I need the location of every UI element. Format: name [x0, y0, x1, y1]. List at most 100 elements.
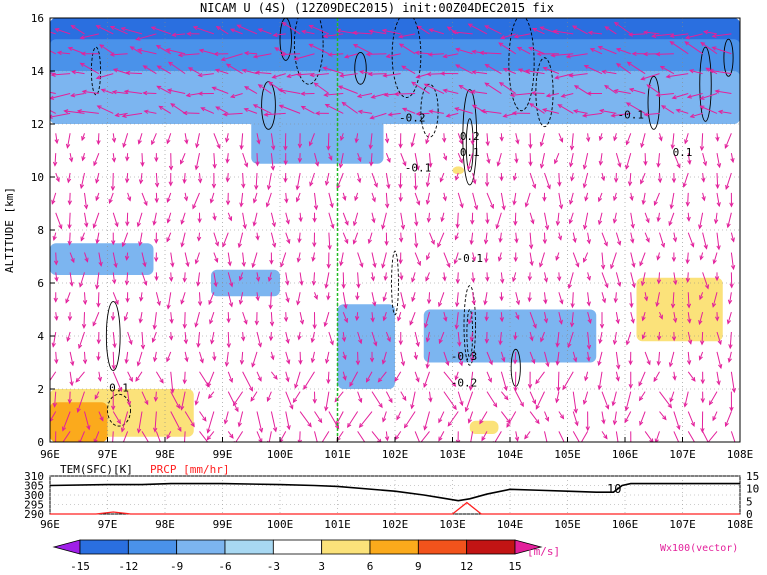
wind-vector — [659, 232, 665, 248]
surface-x-tick-label: 108E — [727, 518, 754, 531]
wind-vector — [546, 93, 559, 97]
wind-vector — [557, 371, 560, 391]
wind-vector-head — [671, 257, 677, 263]
wind-vector-head — [125, 297, 130, 303]
wind-vector — [127, 331, 133, 345]
wind-vector — [122, 133, 129, 148]
wind-vector-head — [54, 444, 57, 448]
wind-vector — [555, 73, 574, 79]
wind-vector — [411, 133, 416, 147]
wind-vector — [558, 431, 565, 442]
wind-vector-head — [498, 42, 504, 47]
wind-vector — [244, 108, 258, 114]
wind-vector-head — [513, 387, 518, 393]
wind-vector — [702, 153, 707, 166]
wind-vector-head — [529, 336, 534, 342]
surface-x-tick-label: 100E — [267, 518, 294, 531]
x-tick-label: 102E — [382, 448, 409, 461]
shaded-region — [50, 243, 154, 276]
wind-vector-head — [194, 165, 199, 171]
wind-vector-head — [700, 398, 705, 404]
wind-vector-head — [657, 178, 663, 184]
wind-vector-head — [414, 50, 420, 55]
wind-vector-head — [99, 416, 104, 422]
wind-vector-head — [338, 163, 344, 169]
wind-vector-head — [328, 155, 333, 161]
wind-vector — [270, 351, 274, 360]
wind-vector-head — [716, 380, 721, 386]
wind-vector-head — [451, 382, 457, 387]
wind-vector-head — [136, 361, 141, 367]
surface-x-axis: 96E 97E 98E 99E 100E 101E 102E 103E 104E 105E 106E… — [40, 518, 753, 531]
wind-vector — [529, 232, 532, 249]
wind-vector-head — [96, 302, 101, 308]
wind-vector — [456, 212, 459, 228]
wind-vector — [226, 172, 229, 182]
wind-vector — [124, 90, 143, 95]
wind-vector — [572, 232, 576, 243]
wind-vector — [270, 212, 276, 227]
wind-vector — [656, 93, 674, 96]
wind-vector — [658, 272, 660, 284]
wind-vector — [84, 212, 88, 227]
wind-vector-head — [469, 442, 472, 446]
wind-vector — [558, 172, 561, 186]
wind-vector-head — [125, 221, 130, 227]
wind-vector — [357, 331, 362, 344]
wind-vector — [256, 232, 259, 240]
wind-vector-head — [166, 237, 171, 243]
wind-vector-head — [731, 388, 737, 394]
contour-line — [107, 393, 131, 427]
wind-vector-head — [471, 70, 477, 75]
wind-vector-head — [326, 295, 331, 301]
wind-vector — [55, 312, 58, 320]
wind-vector-head — [684, 35, 690, 40]
wind-vector-head — [515, 300, 521, 306]
wind-vector — [140, 292, 143, 301]
wind-vector — [443, 272, 446, 281]
wind-vector — [529, 172, 536, 189]
wind-vector-head — [229, 93, 236, 99]
wind-vector — [500, 192, 505, 210]
contour-line — [647, 75, 660, 130]
wind-vector — [713, 252, 718, 264]
wind-vector-head — [136, 222, 141, 228]
wind-vector — [69, 272, 73, 286]
wind-vector — [80, 62, 100, 75]
wind-vector-head — [84, 222, 89, 228]
wind-vector — [500, 33, 516, 39]
wind-vector — [50, 109, 56, 114]
wind-vector — [500, 312, 503, 322]
wind-vector-head — [371, 218, 376, 224]
wind-vector — [700, 42, 718, 55]
wind-vector-head — [582, 164, 588, 170]
wind-vector-head — [624, 418, 629, 424]
wind-vector — [414, 331, 419, 347]
contour-line — [391, 250, 399, 316]
wind-vector-head — [597, 45, 603, 50]
wind-vector-head — [698, 355, 703, 361]
wind-vector-head — [184, 357, 189, 363]
wind-vector-head — [452, 405, 457, 411]
wind-vector-head — [402, 396, 407, 402]
wind-vector — [613, 411, 617, 425]
wind-vector-head — [656, 162, 661, 168]
wind-vector-head — [458, 361, 464, 367]
wind-vector-head — [501, 357, 506, 363]
wind-vector — [443, 192, 447, 201]
wind-vector — [195, 252, 200, 264]
colorbar-box — [466, 539, 516, 555]
wind-vector — [347, 411, 359, 428]
contour-label: -0.2 — [399, 111, 426, 124]
wind-vector — [517, 47, 531, 55]
wind-vector — [638, 371, 646, 386]
wind-vector-head — [669, 41, 675, 46]
surface-panel: TEM(SFC)[K] PRCP [mm/hr] 10 310305300295… — [24, 463, 759, 531]
wind-vector — [394, 93, 416, 95]
wind-vector — [170, 391, 180, 409]
wind-vector-head — [65, 143, 71, 149]
wind-vector — [184, 351, 188, 362]
wind-vector-head — [555, 398, 560, 404]
wind-vector-head — [428, 162, 433, 168]
surface-left-tick-label: 310 — [24, 470, 44, 483]
